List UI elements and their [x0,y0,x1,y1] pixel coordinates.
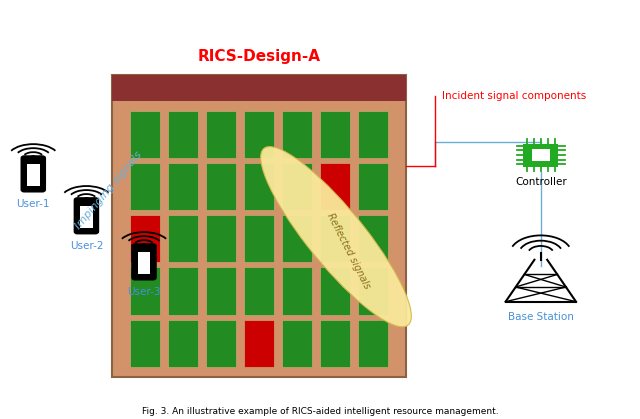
Bar [282,320,312,367]
FancyBboxPatch shape [22,157,45,191]
Bar [244,163,275,210]
Text: Base Station: Base Station [508,312,573,322]
FancyBboxPatch shape [132,245,156,279]
Bar [282,111,312,158]
Ellipse shape [260,147,412,327]
Bar [320,215,351,262]
Text: Fig. 3. An illustrative example of RICS-aided intelligent resource management.: Fig. 3. An illustrative example of RICS-… [141,407,499,416]
Bar [80,205,93,228]
Bar [130,215,160,262]
Text: Reflected signals: Reflected signals [325,212,372,291]
Bar [244,267,275,315]
Bar [130,320,160,367]
Bar [358,320,388,367]
Bar [244,111,275,158]
Bar [130,163,160,210]
Bar [168,267,198,315]
Bar [206,163,236,210]
Bar [206,111,236,158]
Bar [168,320,198,367]
Bar [282,215,312,262]
Bar [112,75,406,101]
Bar [532,149,550,161]
Bar [206,267,236,315]
FancyBboxPatch shape [75,199,98,233]
Bar [244,215,275,262]
Bar [27,163,40,186]
Bar [524,143,559,166]
Bar [320,111,351,158]
Bar [282,163,312,210]
Bar [358,215,388,262]
Bar [320,267,351,315]
Circle shape [31,156,36,159]
Circle shape [141,244,147,247]
Text: User-2: User-2 [70,241,103,251]
Bar [168,111,198,158]
Bar [358,111,388,158]
Bar [358,267,388,315]
Text: Impinging signals: Impinging signals [74,150,144,231]
Text: User-1: User-1 [17,199,50,209]
Bar [206,215,236,262]
Bar [206,320,236,367]
Circle shape [84,198,89,201]
Text: Incident signal components: Incident signal components [442,91,586,101]
Bar [130,111,160,158]
Bar [320,320,351,367]
Bar [112,75,406,377]
Text: RICS-Design-A: RICS-Design-A [198,49,321,64]
Bar [358,163,388,210]
Bar [282,267,312,315]
Bar [168,215,198,262]
Text: User-3: User-3 [127,287,161,297]
Text: Controller: Controller [515,177,566,187]
Bar [320,163,351,210]
Bar [138,251,150,274]
Bar [168,163,198,210]
Bar [130,267,160,315]
Bar [244,320,275,367]
